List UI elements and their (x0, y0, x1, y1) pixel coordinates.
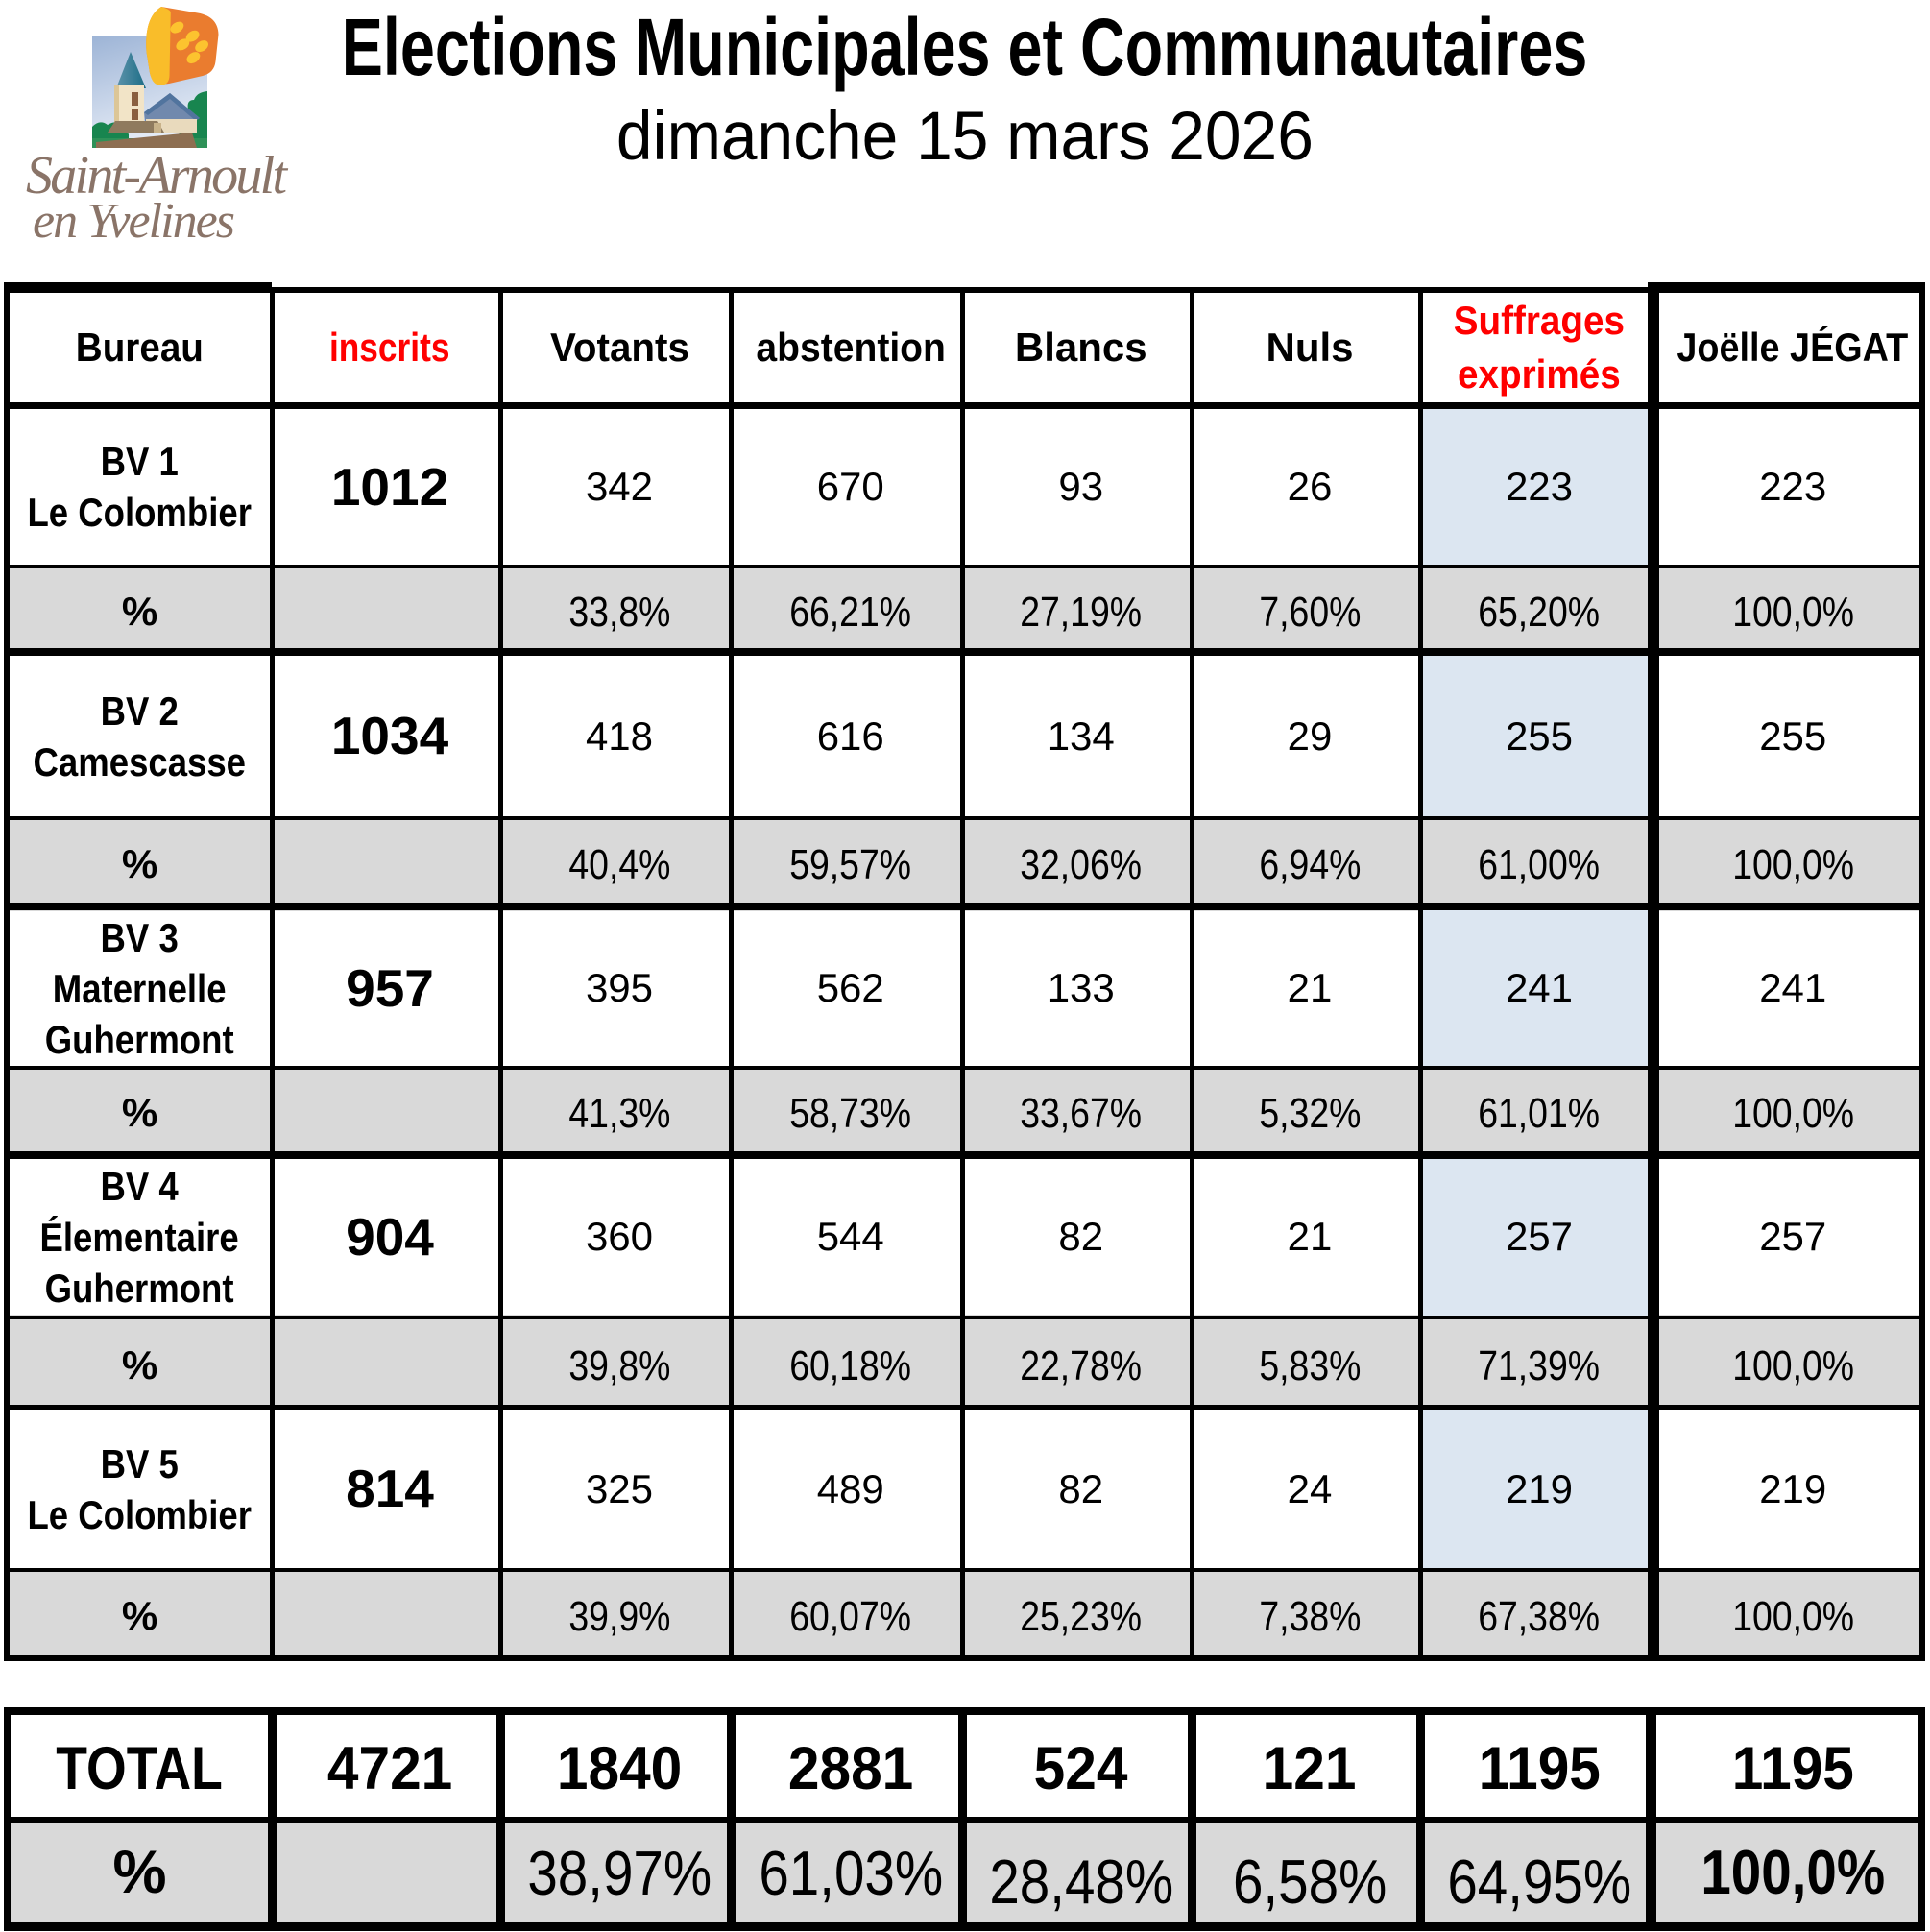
svg-text:en Yvelines: en Yvelines (33, 194, 235, 249)
svg-text:Saint-Arnoult: Saint-Arnoult (26, 146, 288, 205)
